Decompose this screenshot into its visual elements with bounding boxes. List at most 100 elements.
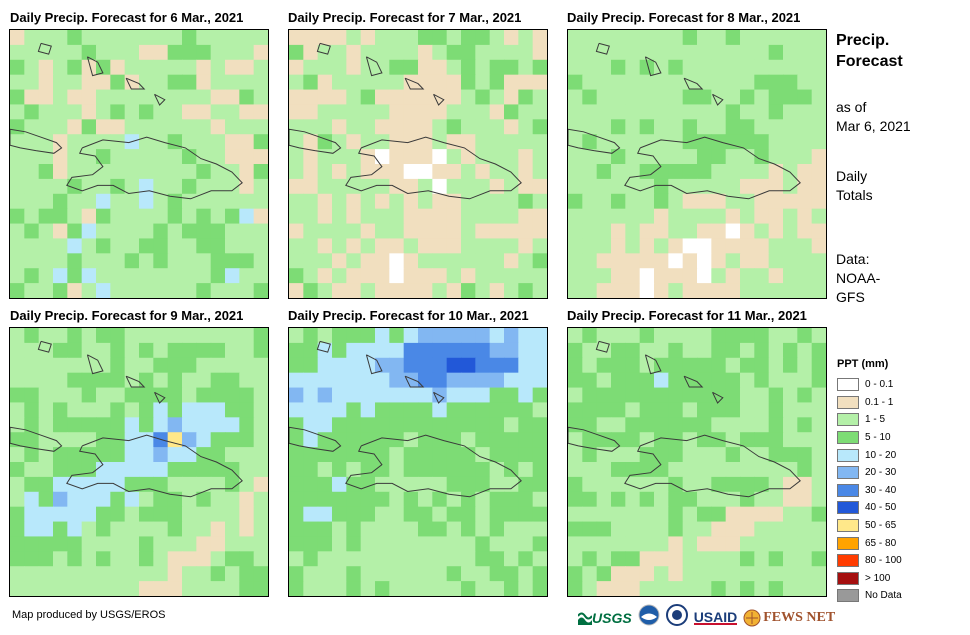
precip-cell [596,89,612,106]
precip-cell [38,134,54,150]
precip-cell [10,164,25,180]
precip-cell [375,506,390,523]
precip-cell [360,104,376,120]
precip-cell [81,253,97,269]
precip-cell [253,506,268,523]
precip-cell [96,551,111,567]
precip-cell [96,283,111,298]
coastline [316,340,331,353]
precip-cell [797,506,813,523]
precip-cell [53,193,68,210]
precip-cell [225,432,240,448]
precip-cell [697,536,712,552]
precip-cell [167,432,183,448]
precip-cell [532,551,547,567]
precip-cell [24,417,40,433]
precip-cell [797,491,813,508]
precip-cell [81,44,97,61]
precip-cell [754,119,770,135]
precip-cell [360,581,376,596]
precip-cell [611,462,626,478]
precip-cell [532,30,547,46]
precip-cell [389,402,405,418]
precip-cell [167,164,183,180]
precip-cell [518,402,534,418]
precip-cell [196,208,212,225]
precip-cell [210,268,226,284]
precip-cell [225,491,240,508]
precip-cell [303,581,319,596]
precip-cell [532,521,547,538]
precip-cell [740,74,755,91]
precip-cell [611,59,626,76]
precip-cell [124,44,140,61]
precip-cell [518,566,534,582]
precip-cell [139,566,154,582]
precip-cell [24,193,40,210]
precip-cell [740,521,755,538]
precip-cell [682,551,698,567]
precip-cell [461,44,476,61]
precip-cell [196,491,212,508]
precip-cell [124,551,140,567]
precip-cell [611,30,626,46]
precip-cell [697,74,712,91]
precip-cell [182,268,197,284]
precip-cell [682,521,698,538]
precip-cell [682,372,698,389]
precip-cell [725,59,741,76]
precip-cell [446,581,462,596]
precip-cell [711,193,727,210]
precip-cell [239,134,255,150]
precip-cell [182,208,197,225]
precip-cell [697,178,712,195]
precip-cell [139,89,154,106]
precip-cell [332,581,347,596]
precip-cell [124,208,140,225]
precip-cell [196,283,212,298]
precip-cell [446,417,462,433]
precip-cell [532,253,547,269]
precip-cell [768,357,784,374]
precip-cell [53,521,68,538]
legend-label: 30 - 40 [865,484,897,496]
precip-cell [596,387,612,404]
precip-cell [38,104,54,120]
precip-cell [167,551,183,567]
precip-cell [403,566,419,582]
precip-cell [711,372,727,389]
precip-cell [10,253,25,269]
precip-cell [625,328,641,344]
precip-cell [253,462,268,478]
precip-cell [96,193,111,210]
precip-cell [124,164,140,180]
precip-cell [611,387,626,404]
precip-cell [167,462,183,478]
precip-cell [446,357,462,374]
coastline [644,56,662,77]
precip-cell [504,328,519,344]
precip-cell [10,74,25,91]
precip-cell [754,253,770,269]
precip-cell [153,44,169,61]
precip-cell [303,134,319,150]
precip-cell [110,208,126,225]
precip-cell [725,447,741,463]
precip-cell [446,342,462,359]
precip-cell [110,89,126,106]
precip-cell [682,238,698,254]
precip-cell [797,208,813,225]
precip-cell [418,149,433,165]
precip-cell [239,432,255,448]
precip-cell [475,342,491,359]
precip-cell [639,268,655,284]
precip-cell [568,581,583,596]
precip-cell [568,521,583,538]
precip-cell [96,432,111,448]
precip-cell [289,119,304,135]
precip-cell [289,89,304,106]
precip-cell [711,104,727,120]
precip-cell [124,178,140,195]
usaid-logo-text: USAID [693,608,738,625]
precip-cell [504,283,519,298]
